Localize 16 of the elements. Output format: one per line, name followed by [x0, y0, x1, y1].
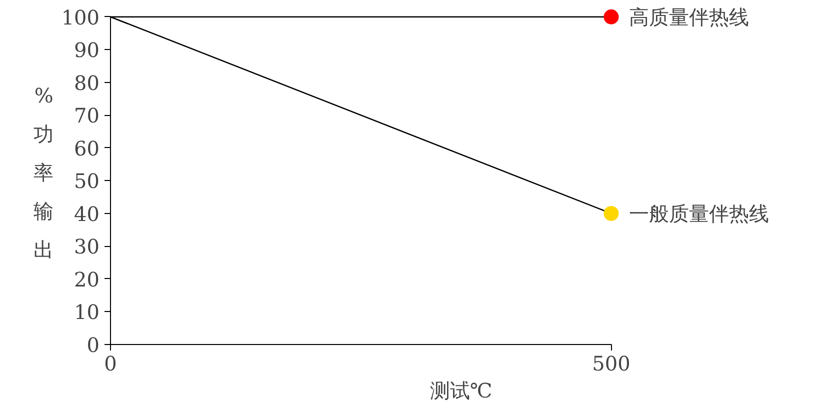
x-tick-label: 500: [592, 352, 630, 376]
y-tick-label: 100: [61, 5, 100, 30]
y-tick-label: 90: [74, 38, 100, 62]
y-tick-label: 70: [74, 104, 100, 128]
y-tick-label: 0: [86, 333, 100, 357]
series-label: 高质量伴热线: [629, 4, 750, 29]
x-axis-title: 测试℃: [430, 378, 492, 402]
y-tick-label: 30: [74, 234, 100, 259]
y-tick-label: 20: [74, 267, 100, 292]
y-tick-label: 80: [74, 70, 100, 95]
y-axis-title: %功率输出: [33, 84, 54, 262]
y-tick-label: 60: [74, 136, 100, 160]
y-tick-label: 50: [74, 169, 100, 194]
y-tick-label: 40: [74, 202, 100, 226]
y-tick-label: 10: [74, 300, 100, 324]
series-label: 一般质量伴热线: [629, 201, 770, 226]
